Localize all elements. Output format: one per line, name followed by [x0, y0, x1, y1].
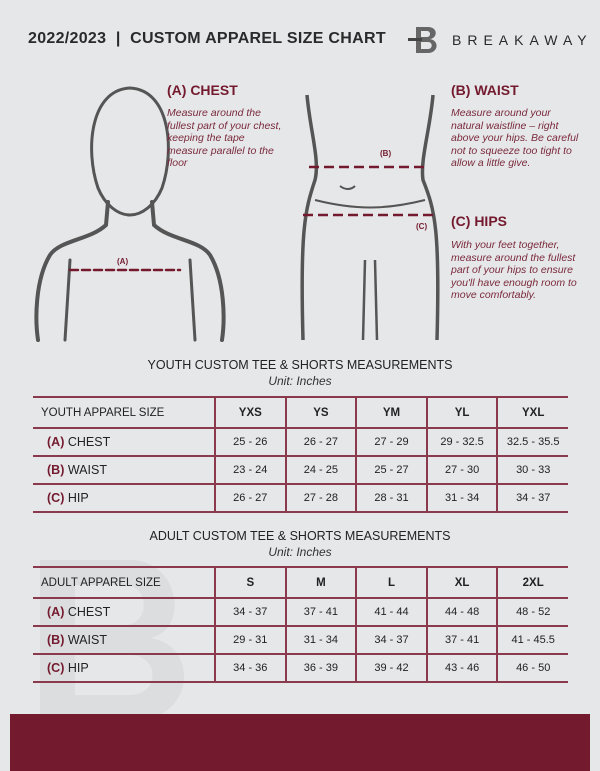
row-tag: (A) — [47, 435, 65, 449]
cell: 24 - 25 — [284, 455, 357, 485]
chest-description: Measure around the fullest part of your … — [167, 107, 282, 169]
hips-marker-label: (C) — [416, 222, 428, 231]
cell: 29 - 31 — [214, 625, 286, 655]
chest-marker-label: (A) — [117, 257, 129, 266]
cell: 25 - 27 — [355, 455, 427, 485]
row-name: CHEST — [67, 605, 111, 619]
table-row: (C) HIP 34 - 36 36 - 39 39 - 42 43 - 46 46 -… — [33, 653, 568, 683]
cell: 31 - 34 — [284, 625, 357, 655]
size-header: L — [355, 566, 427, 599]
cell: 48 - 52 — [496, 597, 568, 627]
waist-marker-label: (B) — [380, 149, 392, 158]
cell: 27 - 28 — [284, 483, 357, 513]
adult-section-title: ADULT CUSTOM TEE & SHORTS MEASUREMENTS — [149, 529, 451, 543]
table-row: (C) HIP 26 - 27 27 - 28 28 - 31 31 - 34 34 -… — [33, 483, 568, 513]
cell: 30 - 33 — [496, 455, 568, 485]
size-header: 2XL — [496, 566, 568, 599]
cell: 25 - 26 — [214, 427, 286, 457]
row-tag: (A) — [47, 605, 65, 619]
table-row: (A) CHEST 34 - 37 37 - 41 41 - 44 44 - 48 48… — [33, 597, 568, 627]
size-header: YXS — [214, 396, 286, 429]
size-header: XL — [425, 566, 498, 599]
cell: 31 - 34 — [425, 483, 498, 513]
brand-name: BREAKAWAY — [452, 32, 593, 48]
size-header: YM — [355, 396, 427, 429]
hips-heading: (C) HIPS — [451, 213, 507, 229]
cell: 44 - 48 — [425, 597, 498, 627]
cell: 41 - 45.5 — [496, 625, 568, 655]
cell: 26 - 27 — [284, 427, 357, 457]
row-tag: (C) — [47, 491, 65, 505]
waist-description: Measure around your natural waistline – … — [451, 107, 579, 169]
cell: 27 - 30 — [425, 455, 498, 485]
cell: 28 - 31 — [355, 483, 427, 513]
cell: 34 - 37 — [355, 625, 427, 655]
size-header: YXL — [496, 396, 568, 429]
chest-figure-illustration — [34, 86, 226, 342]
size-header: YS — [284, 396, 357, 429]
row-name: CHEST — [67, 435, 111, 449]
cell: 27 - 29 — [355, 427, 427, 457]
size-header: S — [214, 566, 286, 599]
size-header: YL — [425, 396, 498, 429]
youth-size-table: YOUTH APPAREL SIZE YXS YS YM YL YXL (A) … — [33, 396, 568, 513]
chest-heading: (A) CHEST — [167, 82, 238, 98]
cell: 34 - 37 — [496, 483, 568, 513]
cell: 39 - 42 — [355, 653, 427, 683]
waist-heading: (B) WAIST — [451, 82, 519, 98]
row-label: (A) CHEST — [33, 597, 215, 627]
cell: 43 - 46 — [425, 653, 498, 683]
footer-bar — [10, 714, 590, 771]
cell: 26 - 27 — [214, 483, 286, 513]
size-label: ADULT APPAREL SIZE — [33, 566, 215, 599]
youth-section-title: YOUTH CUSTOM TEE & SHORTS MEASUREMENTS — [147, 358, 453, 372]
hips-description: With your feet together, measure around … — [451, 239, 577, 301]
row-tag: (B) — [47, 463, 65, 477]
cell: 29 - 32.5 — [425, 427, 498, 457]
cell: 23 - 24 — [214, 455, 286, 485]
row-tag: (C) — [47, 661, 65, 675]
cell: 41 - 44 — [355, 597, 427, 627]
table-header-row: YOUTH APPAREL SIZE YXS YS YM YL YXL — [33, 396, 568, 429]
row-name: WAIST — [67, 633, 107, 647]
size-label: YOUTH APPAREL SIZE — [33, 396, 215, 429]
row-tag: (B) — [47, 633, 65, 647]
table-row: (B) WAIST 29 - 31 31 - 34 34 - 37 37 - 41 41… — [33, 625, 568, 655]
cell: 36 - 39 — [284, 653, 357, 683]
row-label: (A) CHEST — [33, 427, 215, 457]
row-name: HIP — [67, 661, 89, 675]
row-label: (C) HIP — [33, 653, 215, 683]
row-label: (B) WAIST — [33, 455, 215, 485]
cell: 37 - 41 — [425, 625, 498, 655]
size-header: M — [284, 566, 357, 599]
youth-unit: Unit: Inches — [268, 374, 332, 388]
breakaway-logo-icon — [408, 27, 437, 53]
table-header-row: ADULT APPAREL SIZE S M L XL 2XL — [33, 566, 568, 599]
adult-unit: Unit: Inches — [268, 545, 332, 559]
row-name: WAIST — [67, 463, 107, 477]
table-row: (A) CHEST 25 - 26 26 - 27 27 - 29 29 - 32.5… — [33, 427, 568, 457]
cell: 34 - 37 — [214, 597, 286, 627]
torso-figure-illustration — [300, 94, 440, 340]
table-row: (B) WAIST 23 - 24 24 - 25 25 - 27 27 - 30 30… — [33, 455, 568, 485]
adult-size-table: ADULT APPAREL SIZE S M L XL 2XL (A) CHES… — [33, 566, 568, 683]
row-name: HIP — [67, 491, 89, 505]
page-title: 2022/2023 | CUSTOM APPAREL SIZE CHART — [28, 30, 386, 47]
cell: 37 - 41 — [284, 597, 357, 627]
cell: 32.5 - 35.5 — [496, 427, 568, 457]
cell: 46 - 50 — [496, 653, 568, 683]
row-label: (C) HIP — [33, 483, 215, 513]
cell: 34 - 36 — [214, 653, 286, 683]
row-label: (B) WAIST — [33, 625, 215, 655]
